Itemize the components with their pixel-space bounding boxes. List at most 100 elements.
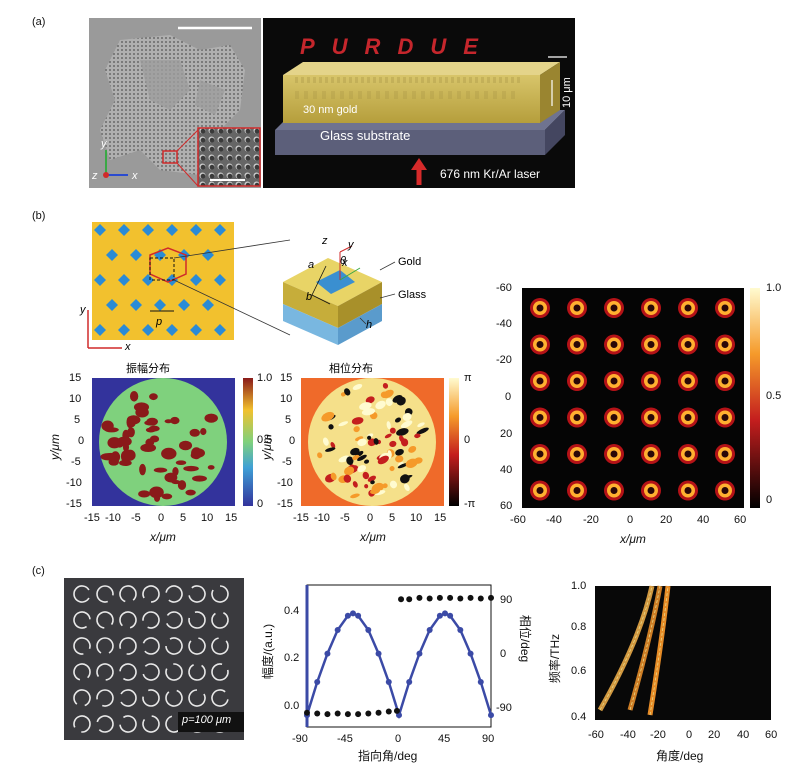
phase-blob [364,459,370,464]
phase-point [426,595,433,602]
focal-spot-center [573,341,581,348]
meta-atom [202,299,214,311]
amp-blob [204,413,218,423]
focal-xtick-1: -40 [546,514,562,526]
disp-xtick-1: -40 [620,729,636,741]
phase-blob [375,400,386,410]
period-label: p=100 μm [182,714,232,726]
disp-xtick-2: -20 [650,729,666,741]
focal-spot-center [721,487,729,494]
phase-xtick-0: -15 [293,512,309,524]
disp-xtick-6: 60 [765,729,778,741]
amp-blob [192,475,207,482]
amplitude-point [365,626,372,633]
phase-xtick-5: 10 [410,512,423,524]
c-ring [96,689,114,707]
phase-blob [389,466,395,472]
meta-atom [94,224,106,236]
focal-spot-center [573,377,581,385]
phase-point [457,595,464,602]
phase-point [334,710,341,717]
focal-spot-center [684,377,692,385]
amp-blob [154,494,161,502]
phase-blob [328,424,334,430]
focal-spot-center [684,450,692,458]
amp-ytick-6: -15 [66,498,82,510]
phase-blob [357,454,367,462]
topview-y-label: y [79,304,87,316]
phase-blob [362,471,370,480]
amp-ytick-2: 5 [74,414,81,426]
phase-blob [343,474,352,483]
phase-point [344,711,351,718]
panel-label-b: (b) [32,210,46,222]
phase-blob [370,480,375,485]
amp-blob [207,465,215,470]
disp-xtick-5: 40 [737,729,750,741]
topview-x-label: x [124,341,131,353]
phase-blob [389,440,397,447]
focal-spot-center [684,341,692,348]
focal-spot-center [573,304,581,312]
focal-spot-center [721,414,729,421]
amp-blob [139,463,146,476]
chart-xtick-0: -90 [292,733,308,745]
meta-atom [118,274,130,286]
h-label: h [366,319,372,331]
amp-ytick-0: 15 [69,372,82,384]
amp-xtick-5: 10 [201,512,214,524]
phase-blob [367,475,376,482]
phase-ytick-3: 0 [289,435,296,447]
amp-blob [200,427,207,436]
phase-point [398,596,405,603]
amp-blob [183,465,199,472]
c-ring [96,611,114,629]
meta-atom [142,274,154,286]
axis-x-label: x [131,170,138,182]
c-ring [188,611,206,629]
chart-xtick-2: 0 [395,733,402,745]
amp-blob [126,416,134,429]
amplitude-point [426,626,433,633]
c-ring [73,663,91,681]
chart-ytick-0: 0.0 [284,700,300,712]
phase-blob [400,474,410,484]
phase-blob [352,383,363,391]
phase-blob [404,483,410,492]
amp-xtick-2: -5 [131,512,141,524]
phase-blob [400,420,413,429]
amp-ytick-1: 10 [69,393,82,405]
axis-y-label: y [100,138,108,150]
phase-blob [377,455,389,465]
phase-xtick-6: 15 [434,512,447,524]
c-ring [119,637,137,655]
phase-blob [317,452,323,459]
focal-xtick-6: 60 [734,514,747,526]
cell-x-label: x [341,257,348,269]
phase-map [301,378,459,506]
amplitude-point [436,612,443,619]
c-ring [119,611,137,629]
meta-atom [166,324,178,336]
c-ring [96,663,114,681]
meta-atom [154,299,166,311]
period-p-label: p [155,316,162,328]
focal-ytick-6: 60 [500,500,513,512]
focal-spot-center [721,377,729,385]
amp-blob [161,493,173,500]
panel-label-c: (c) [32,565,45,577]
focal-ytick-0: -60 [496,282,512,294]
focal-spot-center [573,450,581,458]
phase-blob [405,458,418,468]
phase-point [488,594,494,601]
amp-blob [153,467,168,473]
phase-blob [325,447,336,452]
focal-ytick-1: -40 [496,318,512,330]
c-ring [119,663,137,681]
disp-ytick-3: 0.4 [571,711,587,723]
amp-blob [124,449,136,461]
focal-spot-center [573,414,581,421]
phase-blob [338,421,349,427]
amp-blob [144,420,158,426]
c-ring [188,664,206,681]
